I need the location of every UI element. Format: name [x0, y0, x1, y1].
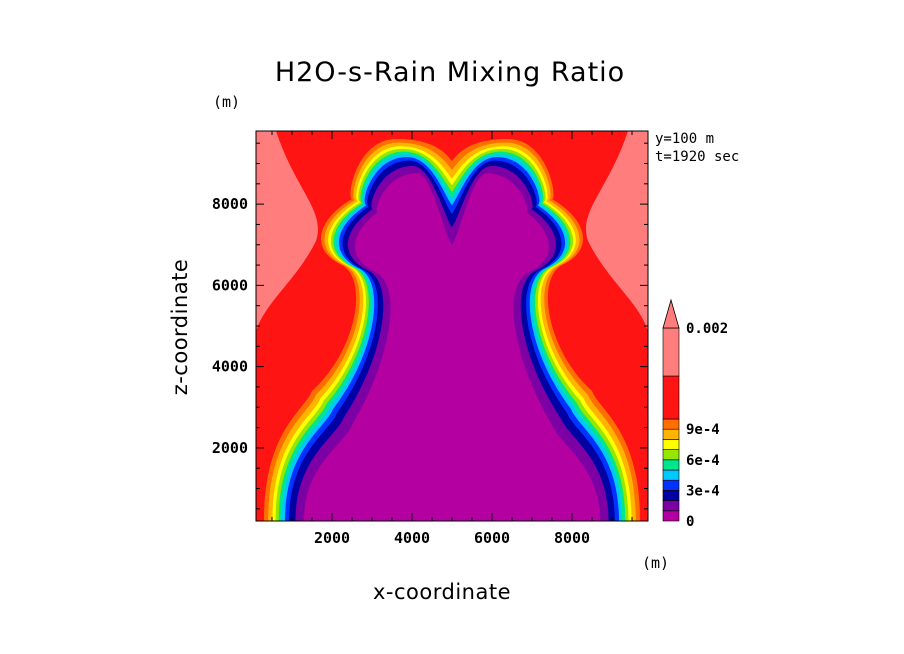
y-tick-label: 2000 [212, 439, 248, 457]
colorbar-segment [662, 327, 680, 377]
colorbar-extend-arrow [662, 298, 680, 329]
colorbar-segment [662, 469, 680, 481]
x-tick-label: 4000 [394, 529, 430, 547]
x-axis-ticks: 2000 4000 6000 8000 [271, 131, 633, 547]
colorbar-segment [662, 459, 680, 471]
y-tick-label: 4000 [212, 358, 248, 376]
y-unit-label: (m) [213, 93, 241, 111]
x-tick-label: 6000 [474, 529, 510, 547]
colorbar-segment [662, 375, 680, 420]
colorbar: 0 3e-4 6e-4 9e-4 0.002 [662, 298, 728, 530]
colorbar-segment [662, 490, 680, 501]
colorbar-segment [662, 500, 680, 512]
colorbar-label: 3e-4 [686, 483, 720, 499]
colorbar-segment [662, 439, 680, 450]
colorbar-label: 9e-4 [686, 422, 720, 438]
x-unit-label: (m) [642, 554, 670, 572]
y-axis-ticks: 2000 4000 6000 8000 [212, 142, 648, 510]
colorbar-segment [662, 428, 680, 440]
colorbar-segment [662, 479, 680, 491]
x-axis-label: x-coordinate [373, 580, 512, 604]
info-t: t=1920 sec [655, 149, 740, 165]
colorbar-segment [662, 449, 680, 461]
info-y: y=100 m [655, 131, 715, 147]
contour-band-0 [303, 173, 601, 521]
colorbar-label: 6e-4 [686, 453, 720, 469]
colorbar-segment [662, 510, 680, 522]
y-tick-label: 8000 [212, 195, 248, 213]
chart-title: H2O-s-Rain Mixing Ratio [274, 57, 626, 88]
x-tick-label: 2000 [314, 529, 350, 547]
colorbar-segment [662, 418, 680, 430]
colorbar-label: 0.002 [686, 321, 728, 337]
y-tick-label: 6000 [212, 276, 248, 294]
x-tick-label: 8000 [554, 529, 590, 547]
colorbar-label: 0 [686, 514, 694, 530]
contour-field [256, 131, 648, 521]
